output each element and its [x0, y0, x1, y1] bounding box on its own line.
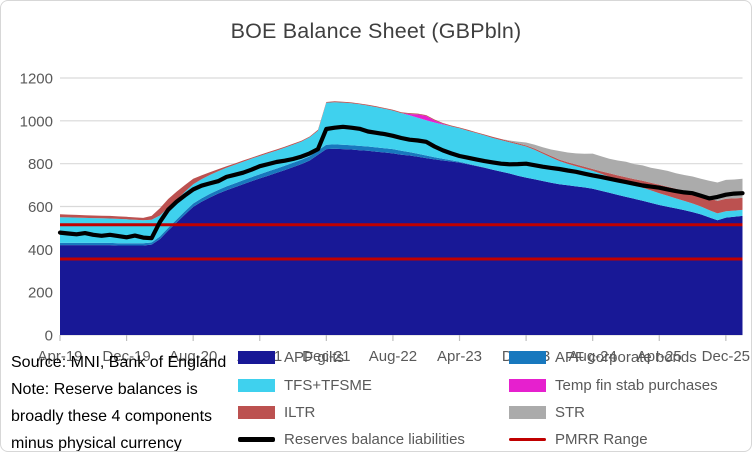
- y-label-600: 600: [28, 199, 53, 216]
- note-line-2: broadly these 4 components: [11, 408, 213, 425]
- y-label-1000: 1000: [20, 113, 53, 130]
- x-label-aug-24: Aug-24: [568, 348, 616, 365]
- x-label-dec-25: Dec-25: [702, 348, 750, 365]
- y-label-1200: 1200: [20, 71, 53, 88]
- x-label-apr-25: Apr-25: [637, 348, 682, 365]
- area-apf-gilts: [60, 148, 743, 335]
- x-label-dec-23: Dec-23: [502, 348, 550, 365]
- x-label-dec-19: Dec-19: [102, 348, 150, 365]
- x-label-apr-23: Apr-23: [437, 348, 482, 365]
- y-label-800: 800: [28, 156, 53, 173]
- x-label-apr-21: Apr-21: [237, 348, 282, 365]
- note-line-3: minus physical currency: [11, 435, 182, 452]
- x-label-dec-21: Dec-21: [302, 348, 350, 365]
- y-label-200: 200: [28, 285, 53, 302]
- area-str: [60, 101, 743, 218]
- line-reserves-balance-liabilities: [57, 124, 745, 241]
- chart-title: BOE Balance Sheet (GBPbln): [230, 19, 522, 43]
- source-note-text: Source: MNI, Bank of England Note: Reser…: [11, 349, 227, 452]
- area-tfs-tfsme: [60, 102, 743, 244]
- x-label-aug-22: Aug-22: [369, 348, 417, 365]
- x-label-aug-20: Aug-20: [169, 348, 217, 365]
- note-line-source: Source: MNI, Bank of England: [11, 354, 227, 371]
- y-label-400: 400: [28, 242, 53, 259]
- x-label-apr-19: Apr-19: [37, 348, 82, 365]
- note-line-1: Note: Reserve balances is: [11, 381, 198, 398]
- y-label-0: 0: [45, 328, 53, 345]
